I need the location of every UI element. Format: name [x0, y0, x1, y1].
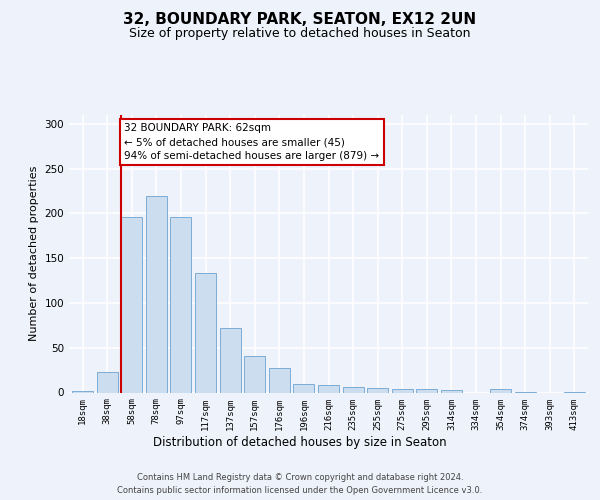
Text: 32, BOUNDARY PARK, SEATON, EX12 2UN: 32, BOUNDARY PARK, SEATON, EX12 2UN [124, 12, 476, 28]
Bar [293, 384, 314, 392]
Bar [318, 386, 339, 392]
Bar [97, 372, 118, 392]
Bar [170, 217, 191, 392]
Bar [220, 328, 241, 392]
Bar [72, 390, 93, 392]
Bar [269, 368, 290, 392]
Bar [146, 196, 167, 392]
Bar [416, 389, 437, 392]
Bar [490, 389, 511, 392]
Text: Distribution of detached houses by size in Seaton: Distribution of detached houses by size … [153, 436, 447, 449]
Bar [195, 272, 216, 392]
Bar [343, 387, 364, 392]
Y-axis label: Number of detached properties: Number of detached properties [29, 166, 39, 342]
Text: Size of property relative to detached houses in Seaton: Size of property relative to detached ho… [129, 28, 471, 40]
Bar [121, 217, 142, 392]
Text: 32 BOUNDARY PARK: 62sqm
← 5% of detached houses are smaller (45)
94% of semi-det: 32 BOUNDARY PARK: 62sqm ← 5% of detached… [124, 123, 379, 161]
Bar [244, 356, 265, 393]
Bar [367, 388, 388, 392]
Text: Contains HM Land Registry data © Crown copyright and database right 2024.
Contai: Contains HM Land Registry data © Crown c… [118, 472, 482, 494]
Bar [441, 390, 462, 392]
Bar [392, 389, 413, 392]
